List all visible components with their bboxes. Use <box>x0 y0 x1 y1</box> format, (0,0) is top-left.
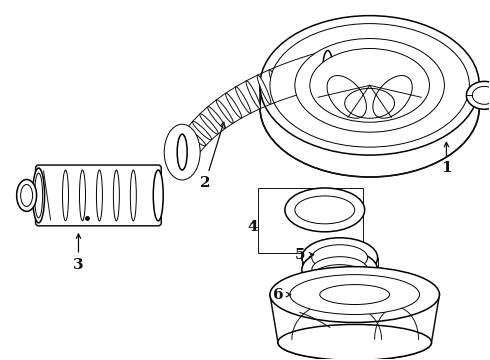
Ellipse shape <box>246 81 261 109</box>
Ellipse shape <box>472 86 490 104</box>
Ellipse shape <box>63 170 69 221</box>
Ellipse shape <box>302 250 378 289</box>
Ellipse shape <box>269 70 282 100</box>
Ellipse shape <box>193 121 212 140</box>
Ellipse shape <box>295 196 355 224</box>
Ellipse shape <box>79 170 85 221</box>
Ellipse shape <box>323 50 333 86</box>
Ellipse shape <box>186 129 206 146</box>
Text: 1: 1 <box>441 142 452 175</box>
Ellipse shape <box>312 265 368 291</box>
Ellipse shape <box>208 107 225 129</box>
Ellipse shape <box>285 188 365 232</box>
Ellipse shape <box>308 55 319 89</box>
Ellipse shape <box>216 100 233 123</box>
Ellipse shape <box>97 170 102 221</box>
Ellipse shape <box>257 75 271 104</box>
Ellipse shape <box>225 93 242 118</box>
Ellipse shape <box>294 60 306 93</box>
Ellipse shape <box>113 170 120 221</box>
Ellipse shape <box>164 124 200 180</box>
Text: 5: 5 <box>294 248 305 262</box>
Ellipse shape <box>323 51 333 86</box>
Ellipse shape <box>320 285 390 305</box>
Ellipse shape <box>295 39 444 132</box>
Ellipse shape <box>270 24 469 147</box>
Ellipse shape <box>175 145 196 159</box>
Ellipse shape <box>17 180 37 211</box>
Ellipse shape <box>282 64 294 96</box>
Ellipse shape <box>35 173 43 218</box>
Ellipse shape <box>260 15 479 155</box>
Ellipse shape <box>312 245 368 271</box>
Ellipse shape <box>310 49 429 122</box>
Ellipse shape <box>21 184 33 206</box>
Ellipse shape <box>312 257 368 283</box>
Ellipse shape <box>290 275 419 315</box>
Ellipse shape <box>235 87 251 113</box>
Ellipse shape <box>278 324 432 360</box>
Ellipse shape <box>270 267 440 323</box>
Ellipse shape <box>177 134 187 170</box>
Bar <box>258 188 363 253</box>
Ellipse shape <box>180 137 200 152</box>
Text: 4: 4 <box>247 220 258 234</box>
Ellipse shape <box>153 170 163 221</box>
Ellipse shape <box>33 168 45 223</box>
FancyBboxPatch shape <box>36 165 161 226</box>
Ellipse shape <box>130 170 136 221</box>
Text: 2: 2 <box>200 122 224 190</box>
Ellipse shape <box>200 114 218 134</box>
Text: 3: 3 <box>73 234 84 272</box>
Ellipse shape <box>170 126 194 178</box>
Text: 6: 6 <box>272 288 291 302</box>
Ellipse shape <box>466 81 490 109</box>
Ellipse shape <box>302 238 378 278</box>
